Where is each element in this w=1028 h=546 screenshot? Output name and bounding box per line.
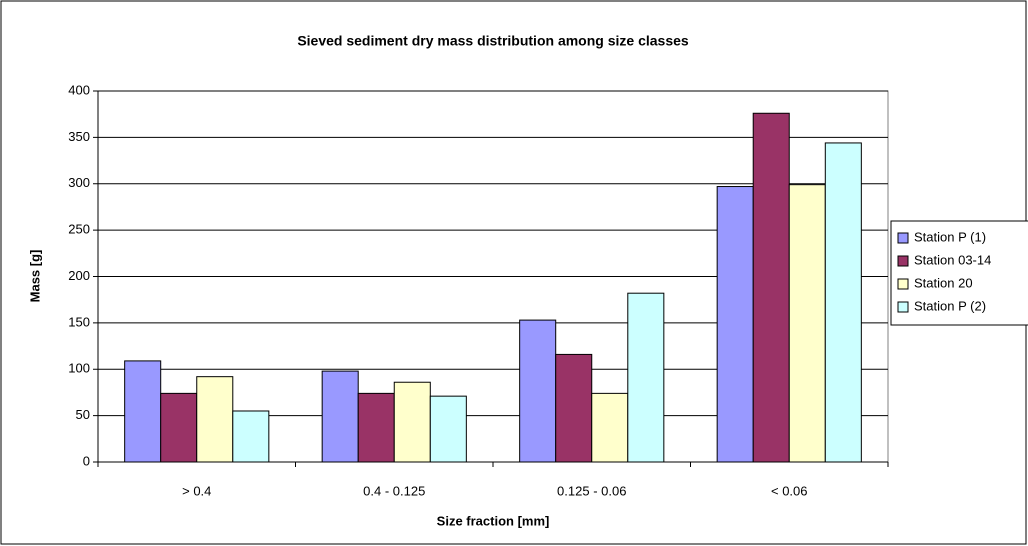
legend-swatch (897, 301, 909, 313)
y-tick-label: 300 (68, 175, 90, 190)
bar (232, 410, 270, 463)
bar (716, 186, 754, 463)
legend-label: Station 20 (914, 275, 973, 290)
x-tick-label: < 0.06 (771, 483, 808, 498)
legend-swatch (897, 255, 909, 267)
legend-label: Station P (1) (914, 229, 986, 244)
legend-swatch (897, 232, 909, 244)
y-tick-label: 350 (68, 129, 90, 144)
y-axis-label: Mass [g] (27, 250, 42, 303)
y-tick-label: 100 (68, 361, 90, 376)
legend-swatch (897, 278, 909, 290)
x-tick-label: 0.125 - 0.06 (557, 483, 626, 498)
chart-title: Sieved sediment dry mass distribution am… (297, 33, 689, 49)
bar (321, 370, 359, 463)
bar (591, 392, 629, 463)
y-tick-label: 250 (68, 222, 90, 237)
bar (788, 184, 826, 463)
x-tick-label: 0.4 - 0.125 (363, 483, 425, 498)
y-tick-label: 50 (76, 407, 90, 422)
bar (555, 353, 593, 463)
bar (124, 360, 162, 463)
bar (357, 392, 395, 463)
bar (160, 392, 198, 463)
bar (824, 142, 862, 463)
y-tick-label: 0 (83, 453, 90, 468)
bar (627, 292, 665, 463)
y-tick-label: 400 (68, 82, 90, 97)
y-tick-label: 150 (68, 314, 90, 329)
legend-label: Station 03-14 (914, 252, 991, 267)
bar (393, 381, 431, 463)
x-axis-label: Size fraction [mm] (437, 513, 550, 528)
bar (519, 319, 557, 463)
y-tick-label: 200 (68, 268, 90, 283)
x-tick-label: > 0.4 (182, 483, 211, 498)
bar (752, 112, 790, 463)
bar (429, 395, 467, 463)
bar (196, 376, 234, 463)
legend-label: Station P (2) (914, 298, 986, 313)
legend-box (890, 220, 1028, 326)
